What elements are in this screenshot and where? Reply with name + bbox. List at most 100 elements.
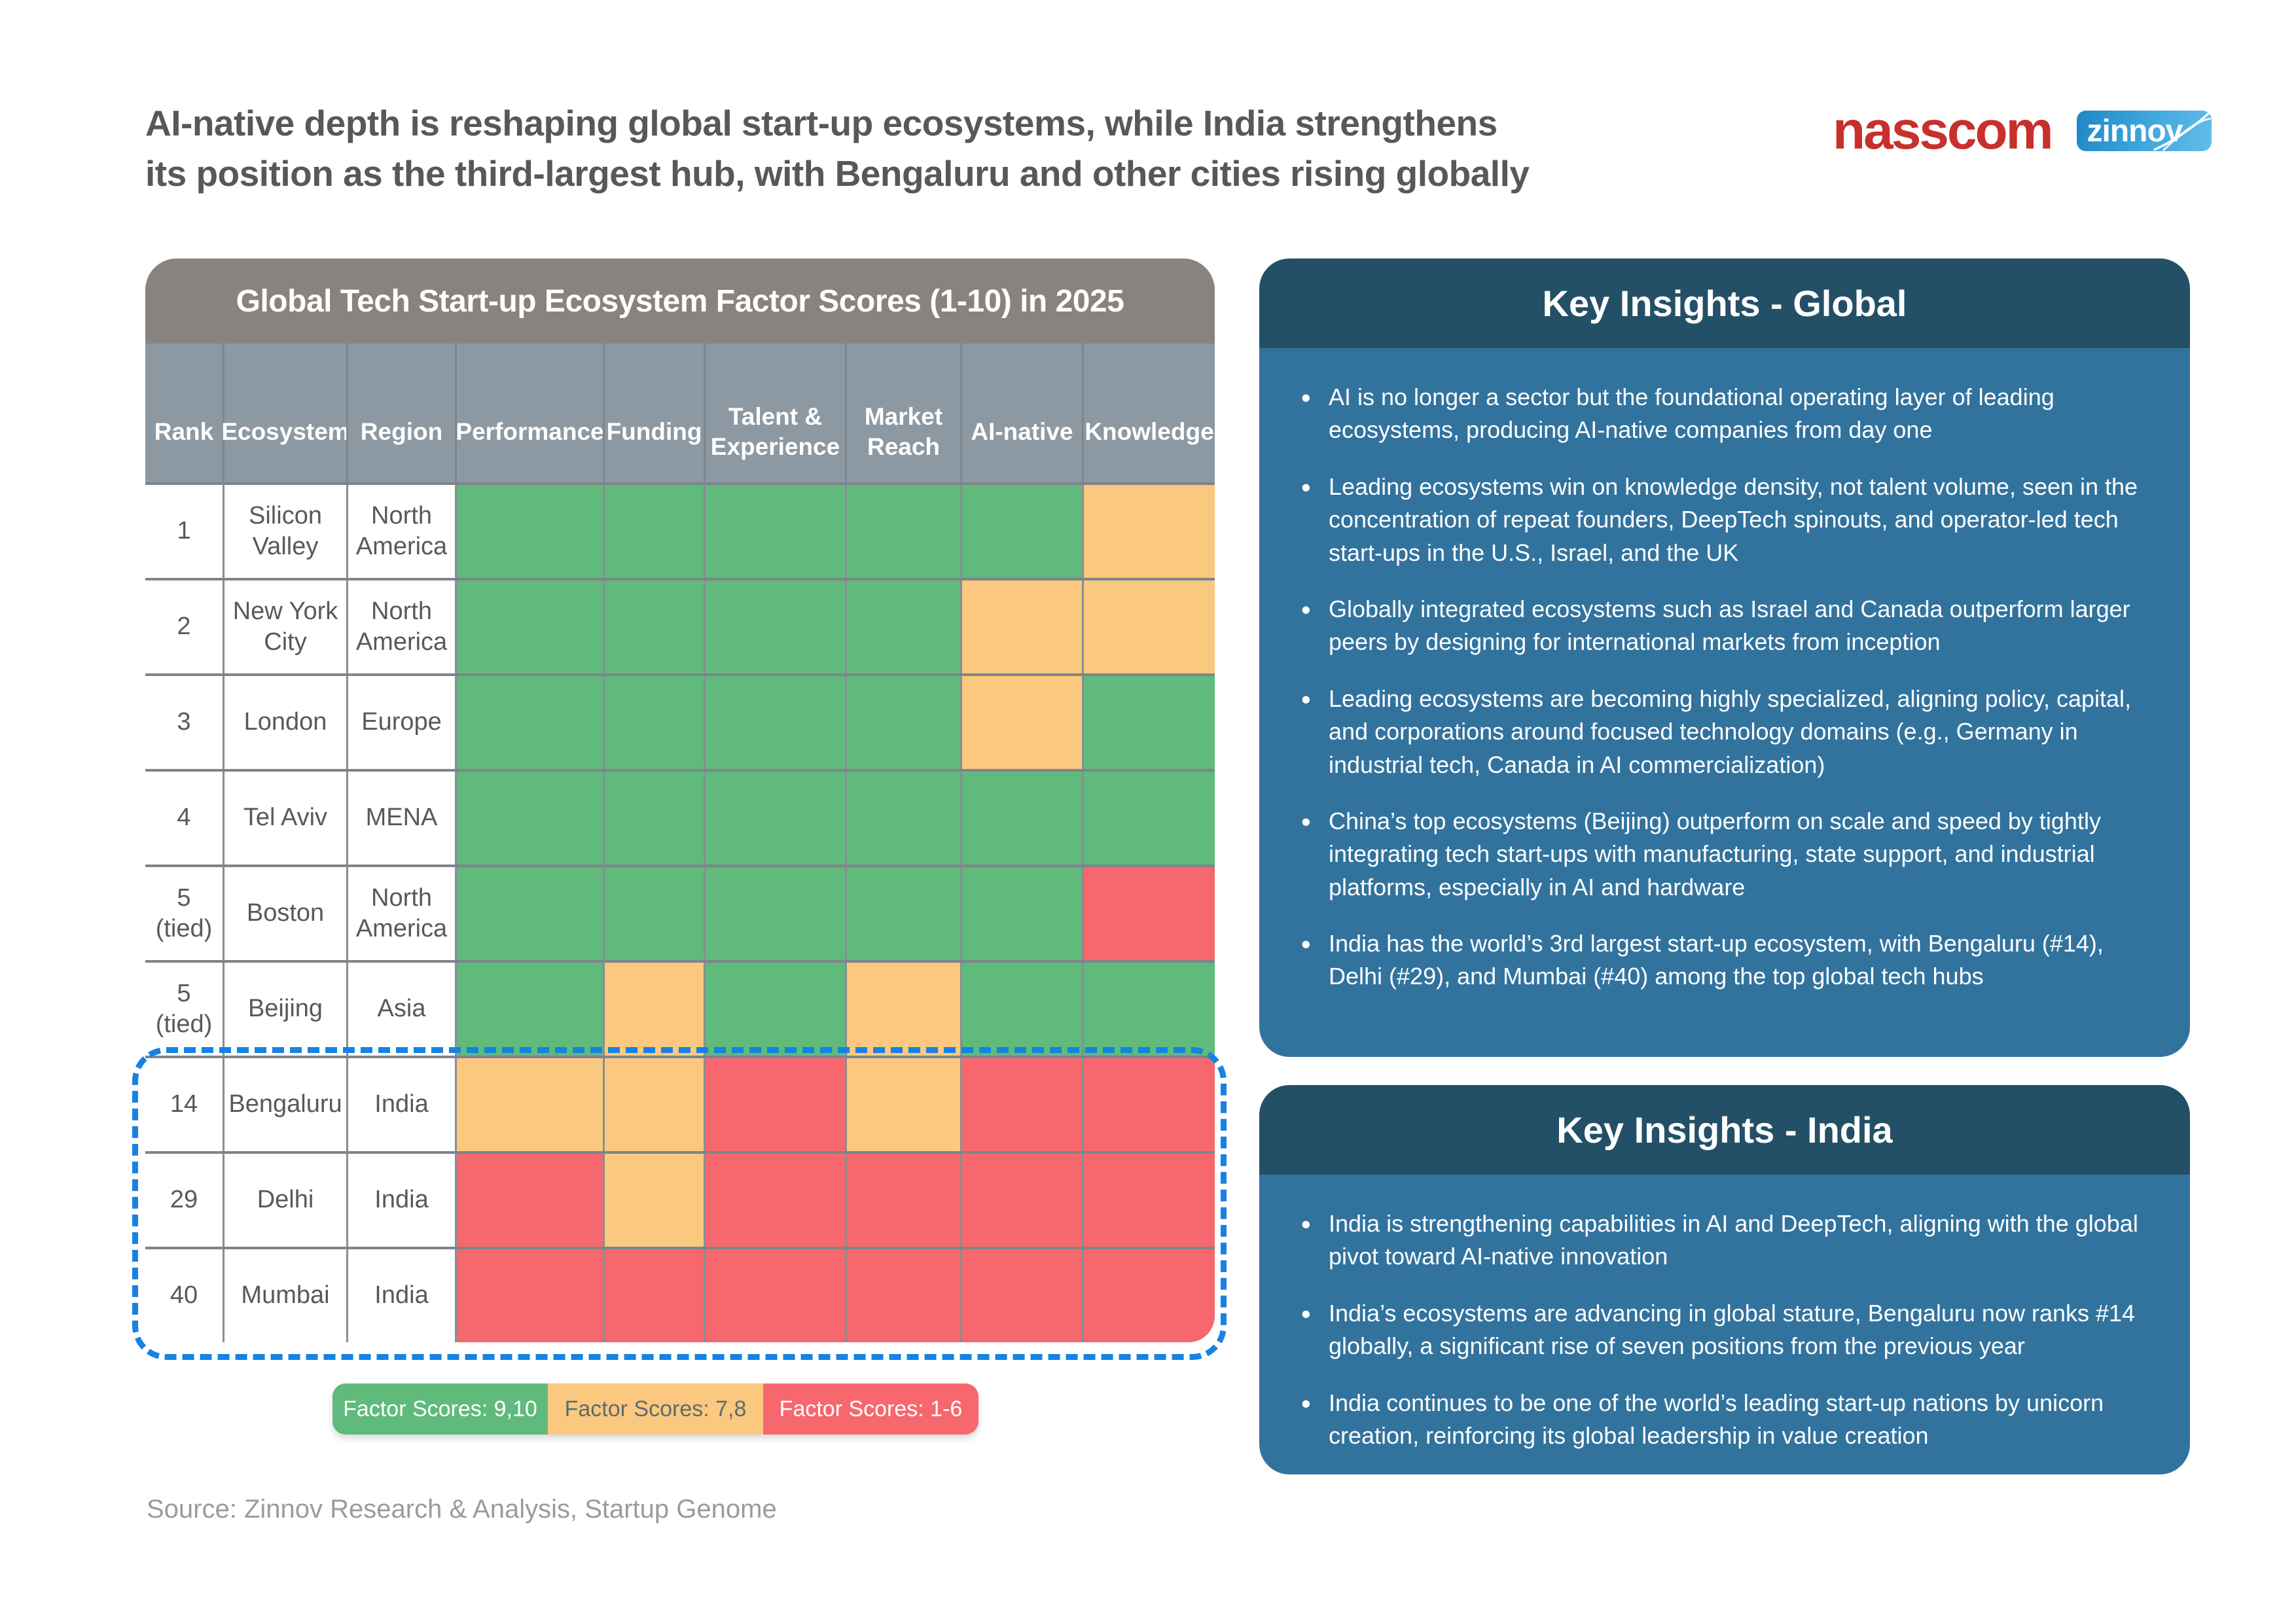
score-cell-knowledge: [1082, 963, 1215, 1056]
ecosystem-cell: Mumbai: [223, 1249, 346, 1342]
score-cell-performance: [455, 867, 603, 960]
score-cell-market-reach: [845, 867, 960, 960]
score-cell-market-reach: [845, 485, 960, 578]
zinnov-logo: zinnov: [2076, 111, 2212, 151]
score-cell-knowledge: [1082, 772, 1215, 865]
rank-cell: 40: [145, 1249, 223, 1342]
score-cell-ai-native: [960, 1249, 1082, 1342]
score-cell-market-reach: [845, 772, 960, 865]
insight-bullet: India has the world’s 3rd largest start-…: [1299, 925, 2147, 993]
score-legend: Factor Scores: 9,10 Factor Scores: 7,8 Fac…: [332, 1383, 978, 1435]
column-header-market-reach: Market Reach: [845, 344, 960, 482]
table-row: 1 Silicon Valley North America: [145, 482, 1215, 578]
score-cell-ai-native: [960, 772, 1082, 865]
score-cell-performance: [455, 1058, 603, 1151]
page-title-line: its position as the third-largest hub, w…: [145, 153, 1530, 194]
region-cell: India: [346, 1249, 455, 1342]
score-cell-knowledge: [1082, 580, 1215, 673]
score-cell-performance: [455, 963, 603, 1056]
insight-bullet: India’s ecosystems are advancing in glob…: [1299, 1295, 2147, 1363]
score-cell-talent-experience: [704, 1249, 845, 1342]
brand-logos: nasscom zinnov: [1833, 101, 2212, 160]
score-cell-market-reach: [845, 1058, 960, 1151]
score-cell-knowledge: [1082, 867, 1215, 960]
table-row: 3 London Europe: [145, 673, 1215, 769]
table-body: 1 Silicon Valley North America 2 New York Ci…: [145, 482, 1215, 1342]
score-cell-performance: [455, 1249, 603, 1342]
table-row-highlighted: 40 Mumbai India: [145, 1247, 1215, 1342]
score-cell-knowledge: [1082, 1154, 1215, 1247]
column-header-rank: Rank: [154, 418, 214, 445]
score-cell-knowledge: [1082, 485, 1215, 578]
rank-cell: 5 (tied): [145, 963, 223, 1056]
column-header-performance: Performance: [455, 344, 604, 482]
rank-cell: 4: [145, 772, 223, 865]
score-cell-knowledge: [1082, 1058, 1215, 1151]
key-insights-global-bullets: AI is no longer a sector but the foundat…: [1259, 348, 2190, 1057]
source-note: Source: Zinnov Research & Analysis, Star…: [147, 1495, 777, 1524]
insight-bullet: India is strengthening capabilities in A…: [1299, 1205, 2147, 1274]
region-cell: Europe: [346, 676, 455, 769]
score-cell-market-reach: [845, 1154, 960, 1247]
score-cell-market-reach: [845, 580, 960, 673]
score-cell-talent-experience: [704, 1154, 845, 1247]
score-cell-performance: [455, 676, 603, 769]
score-cell-ai-native: [960, 676, 1082, 769]
table-row: 2 New York City North America: [145, 578, 1215, 673]
score-cell-knowledge: [1082, 676, 1215, 769]
region-cell: North America: [346, 485, 455, 578]
score-cell-ai-native: [960, 1058, 1082, 1151]
factor-scores-table: Global Tech Start-up Ecosystem Factor Sc…: [145, 259, 1215, 1342]
region-cell: MENA: [346, 772, 455, 865]
score-cell-ai-native: [960, 485, 1082, 578]
region-cell: Asia: [346, 963, 455, 1056]
score-cell-funding: [603, 772, 704, 865]
column-header-region: Region: [346, 344, 455, 482]
key-insights-india-panel: Key Insights - India India is strengthen…: [1259, 1085, 2190, 1475]
ecosystem-cell: Boston: [223, 867, 346, 960]
table-column-header-row: Rank Ecosystem Region Performance Funding Tal…: [145, 344, 1215, 482]
column-header-funding: Funding: [603, 344, 704, 482]
score-cell-performance: [455, 485, 603, 578]
score-cell-knowledge: [1082, 1249, 1215, 1342]
insight-bullet: Leading ecosystems win on knowledge dens…: [1299, 469, 2147, 569]
key-insights-global-title: Key Insights - Global: [1259, 259, 2190, 348]
score-cell-performance: [455, 580, 603, 673]
score-cell-market-reach: [845, 963, 960, 1056]
rank-cell: 14: [145, 1058, 223, 1151]
score-cell-funding: [603, 485, 704, 578]
score-cell-funding: [603, 867, 704, 960]
legend-item-7-8: Factor Scores: 7,8: [548, 1383, 763, 1435]
score-cell-ai-native: [960, 867, 1082, 960]
score-cell-funding: [603, 1058, 704, 1151]
score-cell-market-reach: [845, 676, 960, 769]
score-cell-funding: [603, 580, 704, 673]
region-cell: North America: [346, 580, 455, 673]
ecosystem-cell: Tel Aviv: [223, 772, 346, 865]
table-row-highlighted: 29 Delhi India: [145, 1151, 1215, 1247]
score-cell-funding: [603, 676, 704, 769]
zinnov-swoosh-icon: [2153, 111, 2211, 151]
ecosystem-cell: Delhi: [223, 1154, 346, 1247]
ecosystem-cell: Silicon Valley: [223, 485, 346, 578]
table-row: 5 (tied) Beijing Asia: [145, 960, 1215, 1056]
score-cell-talent-experience: [704, 772, 845, 865]
insight-bullet: India continues to be one of the world’s…: [1299, 1385, 2147, 1453]
score-cell-ai-native: [960, 1154, 1082, 1247]
table-row: 4 Tel Aviv MENA: [145, 769, 1215, 865]
score-cell-talent-experience: [704, 676, 845, 769]
region-cell: India: [346, 1154, 455, 1247]
rank-cell: 2: [145, 580, 223, 673]
key-insights-india-title: Key Insights - India: [1259, 1085, 2190, 1175]
legend-item-1-6: Factor Scores: 1-6: [763, 1383, 978, 1435]
table-row-highlighted: 14 Bengaluru India: [145, 1056, 1215, 1151]
score-cell-ai-native: [960, 963, 1082, 1056]
rank-cell: 1: [145, 485, 223, 578]
nasscom-logo: nasscom: [1833, 101, 2054, 160]
key-insights-global-panel: Key Insights - Global AI is no longer a …: [1259, 259, 2190, 1057]
ecosystem-cell: London: [223, 676, 346, 769]
region-cell: North America: [346, 867, 455, 960]
score-cell-funding: [603, 1154, 704, 1247]
column-header-ai-native: AI-native: [960, 344, 1082, 482]
